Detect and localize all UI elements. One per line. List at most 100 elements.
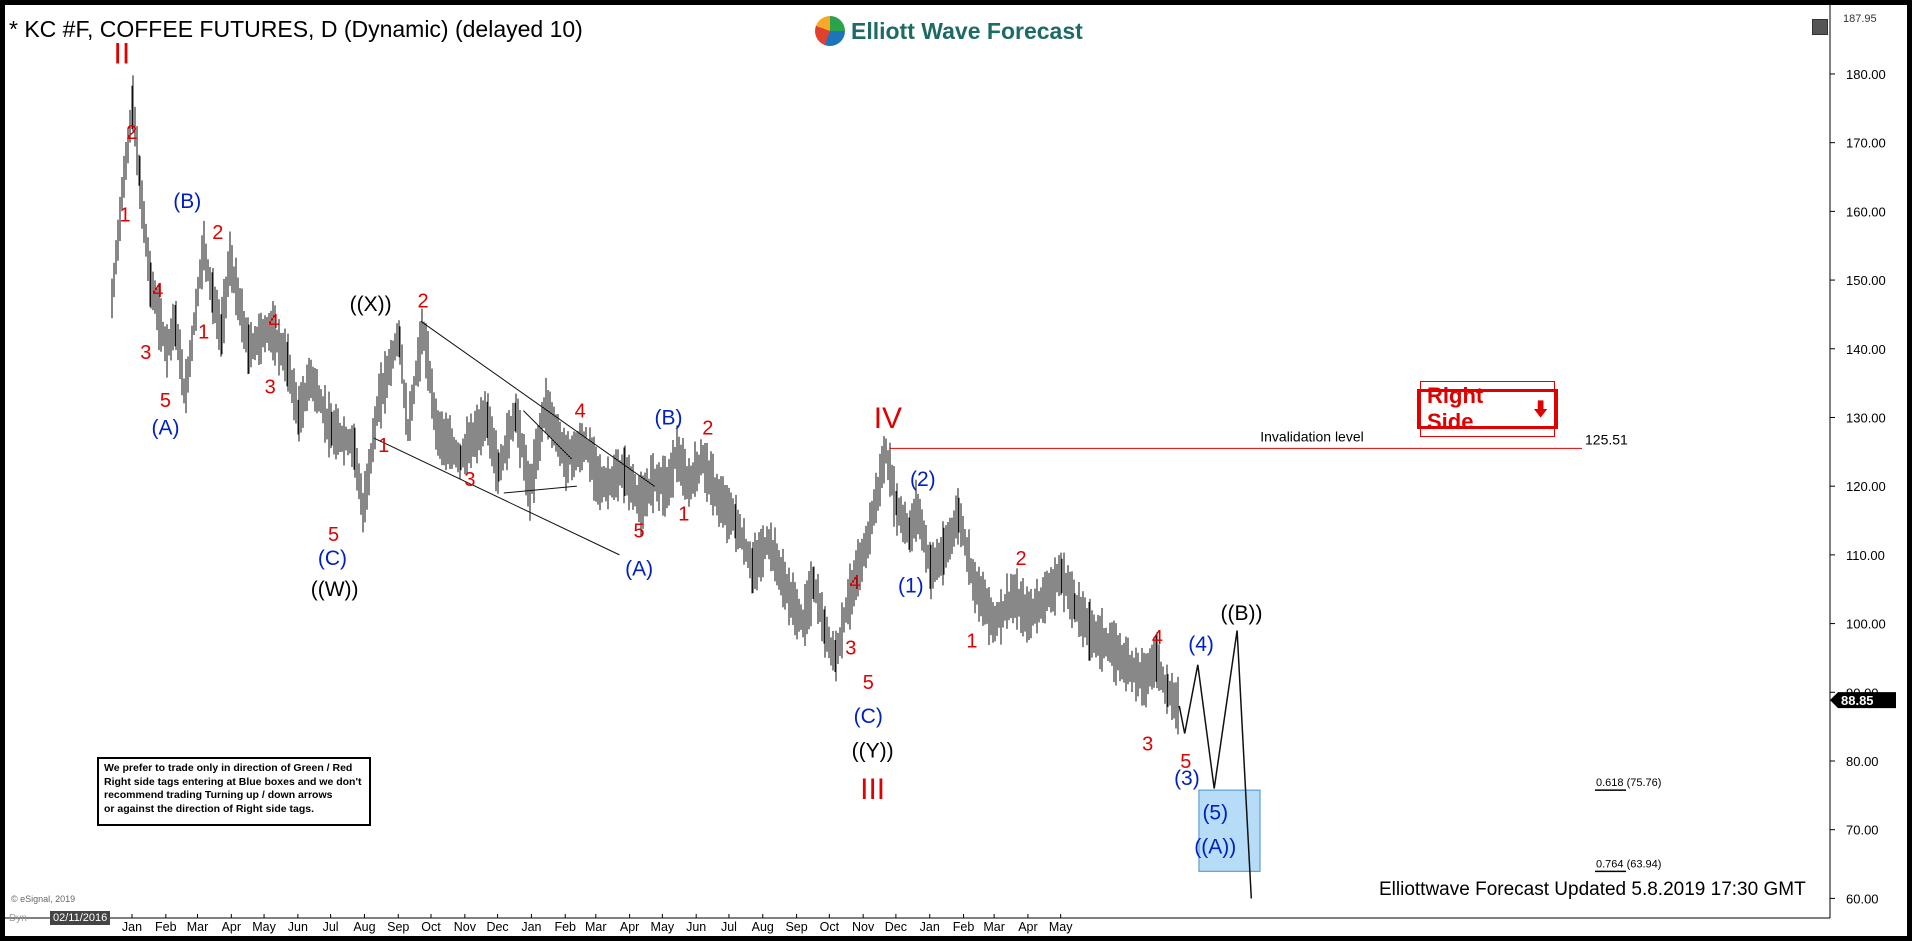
fib-upper-label: 0.618 (75.76) [1596, 777, 1661, 789]
wave-label: ((Y)) [852, 740, 894, 763]
projection-path [1178, 630, 1253, 899]
x-tick-label: Feb [155, 920, 177, 934]
y-tick-label: 150.00 [1846, 273, 1886, 288]
x-tick-label: May [252, 920, 276, 934]
wave-label: 5 [634, 521, 645, 543]
wave-label: 4 [152, 280, 163, 302]
x-tick-label: Dec [885, 920, 907, 934]
wave-label: (A) [625, 557, 653, 580]
elliott-wave-logo-icon [815, 16, 845, 46]
top-price-label: 187.95 [1843, 13, 1877, 25]
update-stamp: Elliottwave Forecast Updated 5.8.2019 17… [1379, 879, 1806, 900]
y-tick-label: 180.00 [1846, 67, 1886, 82]
x-tick-label: Jan [920, 920, 940, 934]
right-side-label: Right Side [1427, 383, 1484, 434]
x-tick-label: Nov [852, 920, 875, 934]
x-tick-label: Nov [454, 920, 477, 934]
current-price-label: 88.85 [1841, 693, 1874, 708]
price-bars [111, 75, 1179, 735]
wave-label: ((W)) [311, 578, 359, 601]
x-tick-label: Aug [752, 920, 774, 934]
copyright: © eSignal, 2019 [11, 894, 76, 904]
x-tick-label: Jul [721, 920, 737, 934]
wave-label: 5 [1180, 751, 1191, 773]
x-tick-label: Sep [785, 920, 807, 934]
wave-label: 3 [464, 469, 475, 491]
wave-label: 4 [575, 400, 586, 422]
y-tick-label: 170.00 [1846, 136, 1886, 151]
trendline [523, 410, 572, 460]
wave-label: 2 [702, 418, 713, 440]
window-restore-icon[interactable] [1812, 19, 1828, 35]
trendline [420, 320, 655, 487]
x-tick-label: Dec [486, 920, 508, 934]
trendline [373, 437, 620, 556]
invalidation-label: Invalidation level [1260, 428, 1364, 444]
x-tick-label: Feb [953, 920, 975, 934]
current-price-bg [1830, 692, 1896, 709]
wave-label: 3 [265, 376, 276, 398]
x-tick-label: May [1049, 920, 1073, 934]
wave-label: 4 [850, 572, 861, 594]
wave-label: 1 [378, 435, 389, 457]
wave-label: 5 [160, 390, 171, 412]
invalidation-value: 125.51 [1585, 431, 1628, 447]
trendline [503, 485, 577, 494]
wave-label: 4 [1152, 627, 1163, 649]
wave-label: 2 [1015, 548, 1026, 570]
x-tick-label: Oct [820, 920, 840, 934]
wave-label: 5 [328, 524, 339, 546]
wave-label: (C) [854, 705, 883, 728]
wave-label: (C) [318, 547, 347, 570]
x-tick-label: Aug [353, 920, 375, 934]
x-tick-label: Apr [1018, 920, 1037, 934]
x-tick-label: Jan [521, 920, 541, 934]
wave-label: (3) [1174, 767, 1200, 790]
wave-label: (A) [151, 417, 179, 440]
wave-label: IV [874, 402, 902, 435]
wave-label: II [113, 38, 130, 71]
x-tick-label: Sep [387, 920, 409, 934]
brand-logo: Elliott Wave Forecast [815, 14, 1083, 48]
x-tick-label: Feb [554, 920, 576, 934]
x-tick-label: Jul [323, 920, 339, 934]
wave-label: 3 [1142, 734, 1153, 756]
x-tick-label: Jan [122, 920, 142, 934]
y-tick-label: 120.00 [1846, 479, 1886, 494]
wave-label: (5) [1202, 801, 1228, 824]
x-tick-label: Apr [222, 920, 241, 934]
down-arrow-icon [1533, 400, 1548, 418]
x-tick-label: Apr [620, 920, 639, 934]
dyn-label: Dyn [9, 913, 27, 924]
wave-label: (B) [173, 190, 201, 213]
wave-label: 5 [863, 672, 874, 694]
x-tick-label: Jun [288, 920, 308, 934]
wave-label: III [860, 773, 885, 806]
right-side-tag: Right Side [1417, 381, 1558, 437]
y-tick-label: 70.00 [1846, 823, 1879, 838]
wave-label: (4) [1188, 633, 1214, 656]
x-tick-label: May [651, 920, 675, 934]
y-tick-label: 80.00 [1846, 754, 1879, 769]
y-tick-label: 140.00 [1846, 342, 1886, 357]
x-tick-label: Mar [187, 920, 209, 934]
wave-label: (2) [910, 468, 936, 491]
wave-label: ((A)) [1194, 836, 1236, 859]
notice-line: Right side tags entering at Blue boxes a… [104, 775, 362, 788]
wave-label: 3 [140, 342, 151, 364]
wave-label: 1 [678, 504, 689, 526]
trading-notice: We prefer to trade only in direction of … [97, 757, 371, 826]
price-chart[interactable]: 60.0070.0080.0090.00100.00110.00120.0013… [5, 5, 1907, 936]
wave-label: (B) [655, 406, 683, 429]
current-price-badge: 88.85 [1830, 692, 1896, 709]
y-tick-label: 100.00 [1846, 617, 1886, 632]
notice-line: We prefer to trade only in direction of … [104, 762, 353, 774]
x-tick-label: Mar [585, 920, 607, 934]
y-tick-label: 160.00 [1846, 204, 1886, 219]
wave-label: 1 [120, 205, 131, 227]
wave-label: 2 [126, 122, 137, 144]
y-tick-label: 60.00 [1846, 891, 1879, 906]
wave-label: ((B)) [1220, 602, 1262, 625]
fib-lower-label: 0.764 (63.94) [1596, 858, 1661, 870]
